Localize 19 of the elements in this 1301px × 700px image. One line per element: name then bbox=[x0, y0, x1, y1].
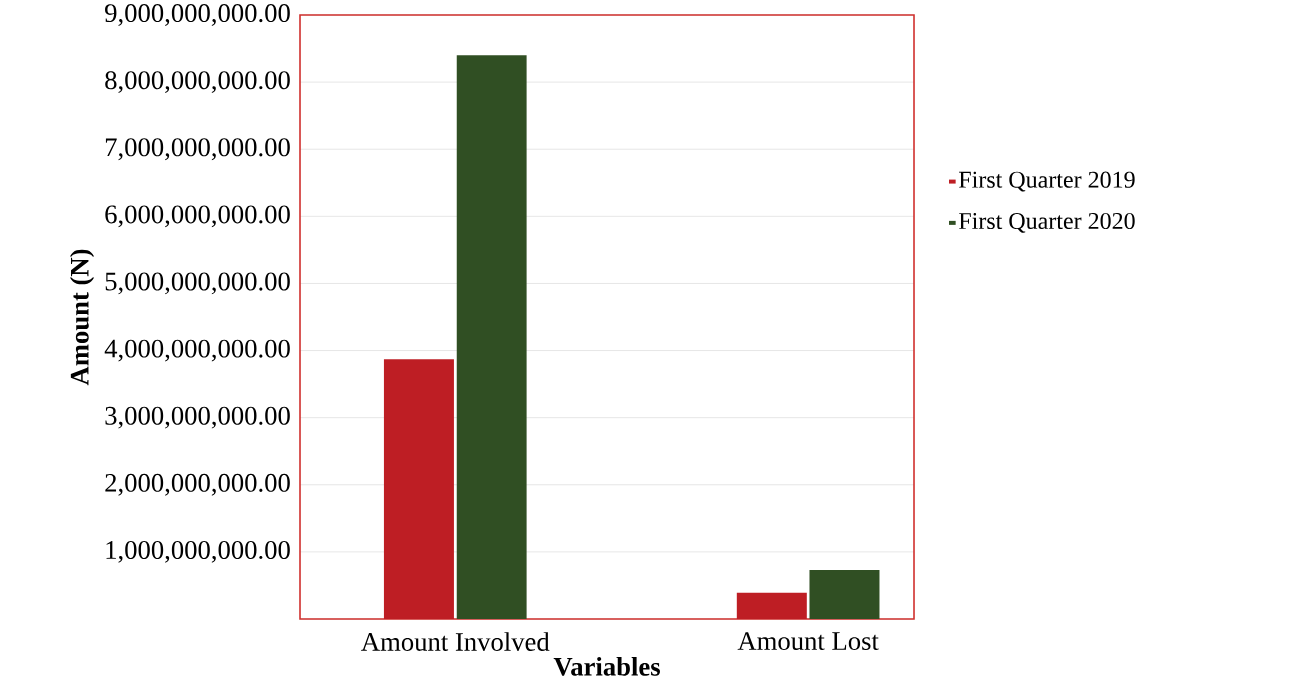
bar bbox=[456, 55, 527, 619]
bar bbox=[809, 570, 880, 619]
y-tick-label: 8,000,000,000.00 bbox=[105, 71, 290, 94]
y-tick-label: 1,000,000,000.00 bbox=[106, 540, 290, 563]
y-tick-label: 7,000,000,000.00 bbox=[105, 138, 290, 161]
legend-label: First Quarter 2019 bbox=[959, 171, 1135, 192]
y-tick-label: 9,000,000,000.00 bbox=[105, 4, 290, 26]
bar bbox=[736, 592, 807, 619]
y-tick-label: 2,000,000,000.00 bbox=[105, 473, 290, 496]
legend-label: First Quarter 2020 bbox=[959, 212, 1135, 233]
x-tick-label: Amount Involved bbox=[361, 632, 550, 651]
x-tick-label: Amount Lost bbox=[737, 632, 879, 651]
bar bbox=[383, 359, 454, 619]
y-tick-label: 6,000,000,000.00 bbox=[105, 205, 290, 228]
y-tick-label: 3,000,000,000.00 bbox=[105, 406, 290, 429]
x-axis-title: Variables bbox=[553, 656, 660, 676]
y-axis-title: Amount (N) bbox=[69, 249, 95, 386]
y-tick-label: 5,000,000,000.00 bbox=[105, 272, 290, 295]
y-tick-label: 4,000,000,000.00 bbox=[104, 339, 290, 362]
